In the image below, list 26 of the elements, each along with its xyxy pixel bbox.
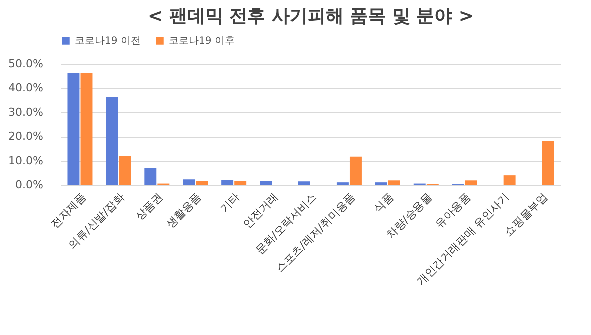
bar [68, 73, 80, 185]
y-tick-label: 0.0% [16, 178, 44, 192]
bar [260, 181, 272, 185]
bar [106, 97, 118, 185]
chart-title: < 팬데믹 전후 사기피해 품목 및 분야 > [148, 6, 474, 27]
y-tick-label: 10.0% [8, 154, 44, 168]
bar [222, 180, 234, 185]
bar [465, 180, 478, 185]
bar [542, 140, 554, 185]
bar [388, 180, 400, 185]
bar [144, 168, 157, 185]
bar [119, 156, 132, 185]
bar [183, 180, 196, 185]
y-tick-label: 50.0% [8, 58, 44, 70]
y-tick-label: 40.0% [8, 82, 44, 95]
y-tick-label: 30.0% [8, 106, 44, 119]
bar [350, 156, 362, 185]
bar [234, 181, 247, 185]
bar [298, 182, 310, 185]
bar [80, 73, 93, 185]
bar [504, 176, 516, 185]
x-tick-label: 기타 [218, 190, 243, 216]
bar [196, 181, 208, 185]
legend-label: 코로나19 이전 [75, 36, 141, 47]
legend-label: 코로나19 이후 [169, 36, 235, 47]
y-tick-label: 20.0% [8, 130, 44, 144]
